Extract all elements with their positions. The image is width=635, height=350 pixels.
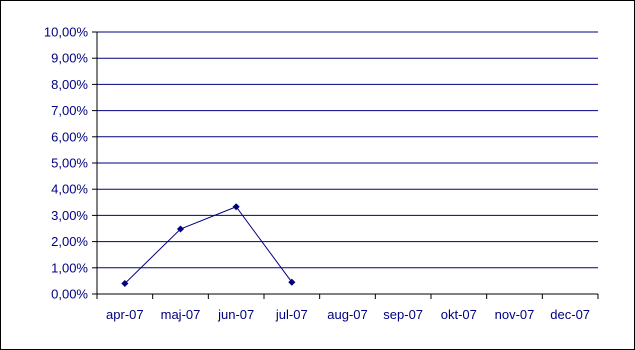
- axes: [92, 31, 599, 299]
- y-tick-label: 10,00%: [44, 25, 89, 40]
- gridlines: [97, 31, 598, 269]
- data-point: [121, 279, 129, 288]
- x-tick-label: jun-07: [217, 307, 254, 322]
- y-tick-label: 4,00%: [51, 182, 88, 197]
- x-tick-label: aug-07: [327, 307, 367, 322]
- y-tick-labels: 0,00% 1,00% 2,00% 3,00% 4,00% 5,00% 6,00% 7,00%…: [44, 25, 89, 302]
- y-tick-label: 5,00%: [51, 156, 88, 171]
- x-tick-label: jul-07: [275, 307, 308, 322]
- y-tick-label: 9,00%: [51, 51, 88, 66]
- y-tick-label: 2,00%: [51, 234, 88, 249]
- data-point: [232, 203, 240, 211]
- series: [121, 203, 296, 288]
- y-tick-label: 8,00%: [51, 77, 88, 92]
- y-tick-label: 6,00%: [51, 129, 88, 144]
- x-tick-label: okt-07: [441, 307, 477, 322]
- x-tick-label: sep-07: [383, 307, 423, 322]
- x-tick-label: dec-07: [550, 307, 590, 322]
- data-point: [288, 278, 296, 286]
- x-tick-labels: apr-07 maj-07 jun-07 jul-07 aug-07 sep-07 okt-…: [106, 307, 590, 322]
- series-line: [124, 206, 293, 284]
- y-tick-label: 7,00%: [51, 103, 88, 118]
- data-point: [176, 225, 185, 233]
- x-tick-label: apr-07: [106, 307, 144, 322]
- x-tick-label: maj-07: [161, 307, 201, 322]
- y-tick-label: 3,00%: [51, 208, 88, 223]
- y-tick-label: 0,00%: [51, 287, 88, 302]
- x-tick-label: nov-07: [495, 307, 535, 322]
- y-tick-label: 1,00%: [51, 260, 88, 275]
